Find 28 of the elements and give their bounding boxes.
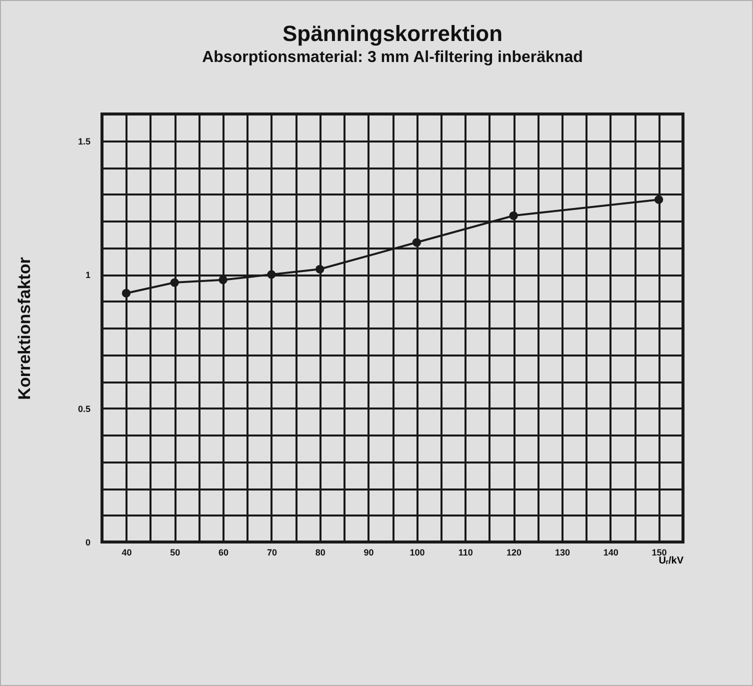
x-tick-label: 50 (170, 548, 180, 558)
x-tick-label: 110 (458, 548, 473, 558)
point (509, 211, 518, 220)
point (218, 276, 228, 284)
y-axis-title: Korrektionsfaktor (14, 256, 34, 400)
point (170, 278, 179, 287)
point (412, 238, 422, 247)
x-tick-label: 100 (410, 548, 425, 558)
point (267, 270, 276, 279)
x-tick-label: 70 (266, 548, 277, 558)
x-tick-label: 120 (506, 548, 522, 558)
y-tick-label: 0.5 (78, 404, 90, 414)
x-tick-label: 140 (603, 548, 618, 558)
point (122, 288, 131, 298)
chart-subtitle: Absorptionsmaterial: 3 mm Al-filtering inberäknad (202, 49, 583, 66)
y-tick-label: 1 (85, 270, 90, 280)
x-tick-label: 60 (218, 548, 229, 558)
x-axis-title: Uᵣ/kV (658, 556, 684, 566)
x-tick-label: 150 (652, 548, 667, 558)
y-tick-label: 1.5 (78, 136, 90, 146)
point (654, 195, 664, 204)
y-tick-label: 0 (85, 538, 90, 548)
x-tick-label: 130 (554, 548, 570, 558)
x-tick-label: 40 (122, 548, 132, 558)
chart-title: Spänningskorrektion (282, 21, 503, 46)
point (316, 264, 324, 274)
x-tick-label: 90 (364, 548, 374, 558)
x-tick-label: 80 (315, 548, 326, 558)
